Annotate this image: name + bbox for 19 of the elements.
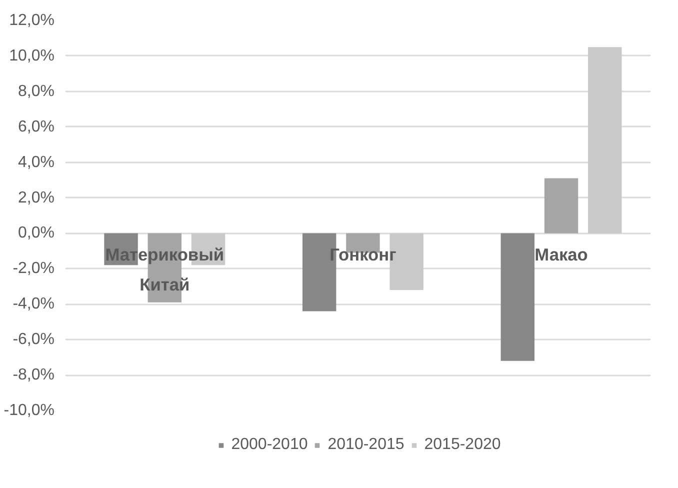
- y-tick-label: 4,0%: [18, 154, 54, 171]
- bar: [588, 47, 622, 234]
- y-tick-label: 0,0%: [18, 224, 54, 242]
- legend-label: 2000-2010: [231, 436, 308, 454]
- y-tick-label: 6,0%: [18, 118, 54, 136]
- y-tick-label: -10,0%: [4, 402, 55, 419]
- y-tick-label: 2,0%: [18, 189, 54, 206]
- y-tick-label: -4,0%: [12, 296, 54, 313]
- legend-label: 2010-2015: [328, 436, 404, 454]
- bar: [500, 233, 534, 361]
- x-tick-label: Макао: [534, 244, 588, 264]
- y-tick-label: -6,0%: [12, 331, 54, 348]
- y-tick-label: 12,0%: [9, 12, 55, 29]
- y-tick-label: -2,0%: [12, 260, 54, 278]
- y-tick-label: 8,0%: [18, 82, 54, 100]
- legend-label: 2015-2020: [424, 436, 501, 454]
- bar: [544, 178, 578, 234]
- y-tick-label: 10,0%: [9, 47, 55, 64]
- y-tick-label: -8,0%: [12, 366, 54, 384]
